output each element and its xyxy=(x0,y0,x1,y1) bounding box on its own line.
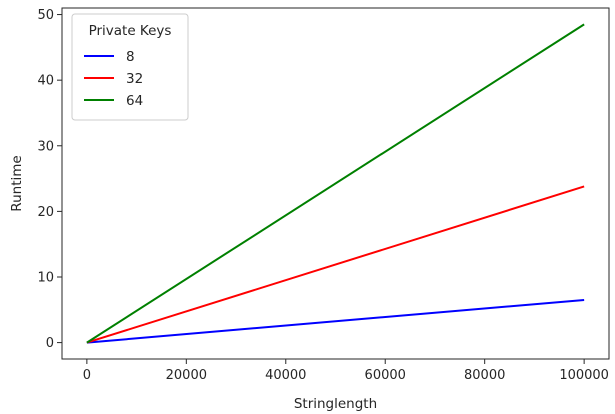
y-tick-label: 40 xyxy=(37,74,54,89)
x-axis-label: Stringlength xyxy=(294,396,377,412)
legend-label-64: 64 xyxy=(126,93,143,109)
legend-label-8: 8 xyxy=(126,49,135,65)
series-line-64 xyxy=(86,23,585,344)
plot-area xyxy=(86,23,585,344)
legend-label-32: 32 xyxy=(126,71,143,87)
plot-frame xyxy=(61,7,610,360)
series-line-32 xyxy=(86,185,585,344)
x-tick-label: 100000 xyxy=(559,368,609,383)
y-tick-label: 0 xyxy=(46,336,54,351)
x-tick-label: 0 xyxy=(83,368,91,383)
y-tick-label: 10 xyxy=(37,270,54,285)
x-axis: 0 20000 40000 60000 80000 100000 xyxy=(83,359,609,383)
y-axis-label: Runtime xyxy=(9,155,25,211)
legend: Private Keys 8 32 64 xyxy=(71,13,189,121)
y-tick-label: 30 xyxy=(37,139,54,154)
legend-entries: 8 32 64 xyxy=(84,49,143,109)
y-tick-label: 50 xyxy=(37,8,54,23)
series-line-8 xyxy=(86,298,585,344)
legend-title: Private Keys xyxy=(89,23,172,39)
x-tick-label: 60000 xyxy=(365,368,406,383)
x-tick-label: 80000 xyxy=(464,368,505,383)
x-tick-label: 20000 xyxy=(166,368,207,383)
x-tick-label: 40000 xyxy=(265,368,306,383)
y-tick-label: 20 xyxy=(37,205,54,220)
legend-box xyxy=(71,13,189,121)
y-axis: 0 10 20 30 40 50 xyxy=(37,8,62,351)
